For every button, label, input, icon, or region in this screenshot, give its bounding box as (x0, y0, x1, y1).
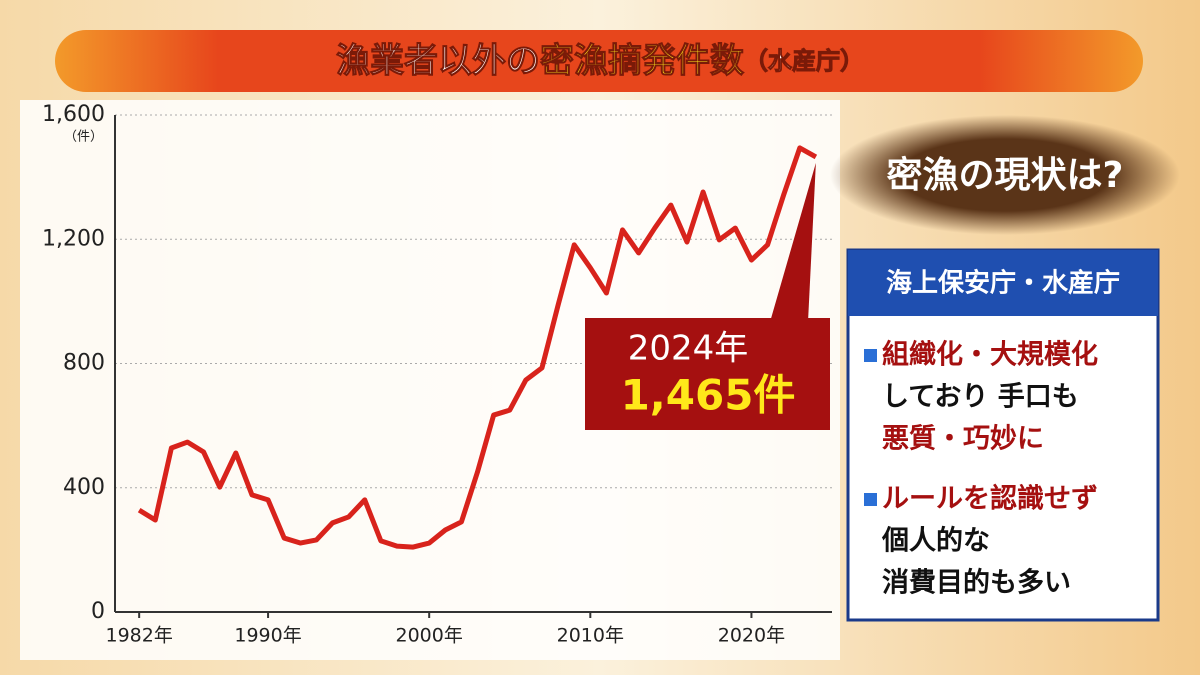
heading-ellipse (830, 115, 1180, 235)
panel-line: 消費目的も多い (882, 567, 1071, 599)
panel-heading: 密漁の現状は? (887, 154, 1124, 196)
chart-title: 漁業者以外の密漁摘発件数（水産庁） (336, 41, 864, 81)
panel-line: 個人的な (881, 525, 990, 557)
y-tick-label: 800 (63, 351, 105, 376)
x-tick-label: 2010年 (557, 625, 624, 647)
bullet (864, 493, 877, 506)
x-tick-label: 2020年 (718, 625, 785, 647)
panel-line: 組織化・大規模化 (882, 339, 1098, 371)
panel-line: ルールを認識せず (882, 483, 1098, 515)
y-tick-label: 0 (91, 599, 105, 624)
title-source: （水産庁） (744, 47, 864, 75)
callout-box (585, 318, 830, 430)
y-tick-label: 1,600 (42, 102, 105, 127)
info-box-header (848, 250, 1158, 316)
panel-line: しており 手口も (882, 382, 1079, 413)
x-tick-label: 2000年 (396, 625, 463, 647)
x-tick-label: 1990年 (234, 625, 301, 647)
callout-year: 2024年 (628, 329, 749, 369)
y-unit: （件） (64, 130, 103, 145)
x-tick-label: 1982年 (105, 625, 172, 647)
value-label: 1,465件 (621, 371, 796, 420)
callout-pointer (770, 162, 816, 322)
y-tick-label: 400 (63, 475, 105, 500)
info-box-title: 海上保安庁・水産庁 (886, 268, 1120, 299)
title-bar (55, 30, 1143, 92)
panel-line: 悪質・巧妙に (882, 424, 1044, 455)
data-line (137, 145, 818, 550)
y-tick-label: 1,200 (42, 226, 105, 251)
title-part: 漁業者以外の (336, 41, 540, 81)
bullet (864, 349, 877, 362)
title-highlight: 密漁摘発件数 (540, 41, 744, 81)
